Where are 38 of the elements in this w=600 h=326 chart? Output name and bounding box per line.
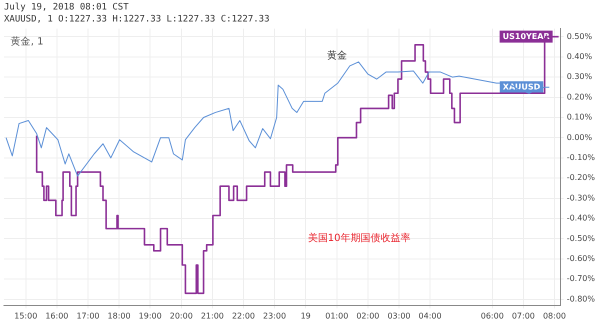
x-tick-label: 17:00: [76, 311, 100, 320]
x-tick-label: 23:00: [263, 311, 286, 320]
x-tick-label: 04:00: [418, 311, 442, 320]
y-tick-label: 0.40%: [566, 52, 593, 61]
y-tick-label: 0.00%: [566, 132, 593, 142]
x-tick-label: 15:00: [14, 311, 38, 320]
chart-subtitle: XAUUSD, 1 O:1227.33 H:1227.33 L:1227.33 C:1227.33: [4, 14, 270, 25]
y-tick-label: -0.40%: [566, 214, 596, 223]
y-tick-label: -0.70%: [566, 274, 596, 284]
x-tick-label: 19:00: [138, 311, 162, 320]
y-tick-label: 0.30%: [566, 72, 593, 82]
x-tick-label: 19: [300, 311, 311, 320]
x-tick-label: 16:00: [45, 311, 68, 320]
x-tick-label: 22:00: [232, 311, 256, 320]
y-tick-label: -0.80%: [566, 294, 596, 304]
annotation: 美国10年期国债收益率: [308, 232, 411, 244]
annotation: 黄金: [327, 49, 348, 62]
y-tick-label: -0.50%: [566, 234, 596, 243]
y-tick-label: 0.10%: [566, 112, 593, 122]
y-tick-label: 0.50%: [566, 32, 593, 41]
y-tick-label: -0.20%: [566, 173, 596, 182]
x-tick-label: 21:00: [200, 311, 224, 320]
x-tick-label: 18:00: [108, 311, 131, 320]
x-tick-label: 02:00: [356, 311, 380, 320]
x-tick-label: 01:00: [325, 311, 348, 320]
annotation: 黄金, 1: [10, 36, 44, 48]
x-tick-label: 08:00: [542, 311, 566, 320]
x-tick-label: 06:00: [480, 311, 504, 320]
y-tick-label: -0.10%: [566, 152, 596, 162]
chart-title: July 19, 2018 08:01 CST: [4, 2, 130, 13]
x-tick-label: 03:00: [387, 311, 411, 320]
y-tick-label: -0.60%: [566, 254, 596, 264]
y-tick-label: 0.20%: [566, 92, 593, 102]
series-label: US10YEAR: [502, 32, 550, 41]
x-tick-label: 07:00: [512, 311, 535, 320]
x-tick-label: 20:00: [170, 311, 193, 320]
y-tick-label: -0.30%: [566, 193, 596, 202]
series-label: XAUUSD: [502, 82, 541, 92]
